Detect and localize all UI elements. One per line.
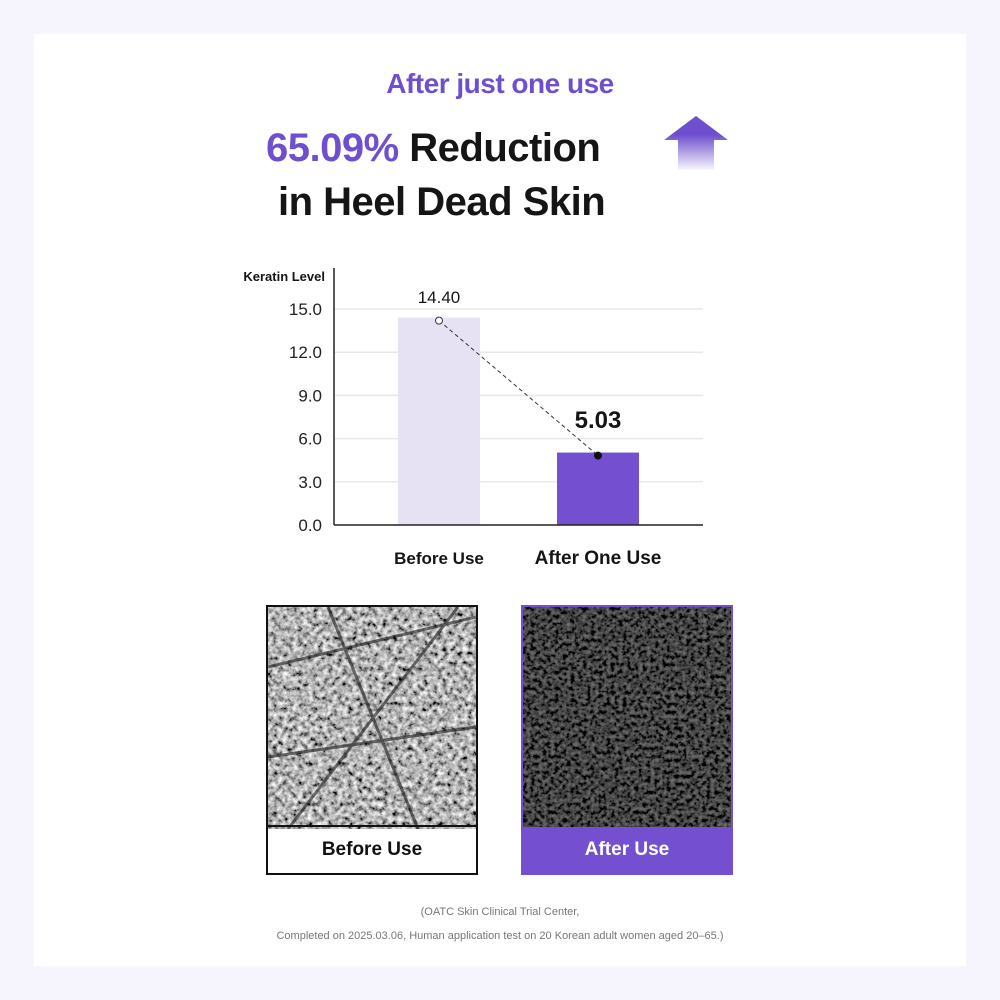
x-category-label: Before Use xyxy=(394,549,484,568)
headline-percent: 65.09% xyxy=(266,126,399,170)
marker-before xyxy=(435,316,443,325)
headline-text: Reduction xyxy=(409,126,601,170)
footnote-line2: Completed on 2025.03.06, Human applicati… xyxy=(276,930,724,942)
content-card xyxy=(34,34,966,966)
y-tick-label: 6.0 xyxy=(298,430,322,449)
up-arrow-icon xyxy=(664,116,728,170)
data-label: 14.40 xyxy=(418,288,461,307)
x-category-label: After One Use xyxy=(535,548,662,569)
y-tick-label: 3.0 xyxy=(298,473,322,492)
before-photo-label: Before Use xyxy=(268,825,476,873)
data-label: 5.03 xyxy=(575,407,622,434)
headline-line2: in Heel Dead Skin xyxy=(278,180,606,224)
bar-before xyxy=(398,317,480,525)
after-photo: After Use xyxy=(521,605,733,875)
y-tick-label: 12.0 xyxy=(289,343,322,362)
after-skin-image xyxy=(523,607,731,829)
bar-chart: Keratin Level 0.0 3.0 6.0 9.0 12.0 15.0 14.40… xyxy=(243,268,703,569)
y-axis-label: Keratin Level xyxy=(243,269,325,284)
y-tick-label: 9.0 xyxy=(298,386,322,405)
after-photo-label: After Use xyxy=(523,827,731,873)
marker-after xyxy=(594,451,602,460)
before-skin-image xyxy=(268,607,476,829)
before-photo: Before Use xyxy=(266,605,478,875)
subtitle: After just one use xyxy=(386,68,614,99)
bar-after xyxy=(557,452,639,525)
y-tick-label: 0.0 xyxy=(298,516,322,535)
y-tick-label: 15.0 xyxy=(289,300,322,319)
headline: 65.09% Reduction xyxy=(266,126,601,171)
footnote-line1: (OATC Skin Clinical Trial Center, xyxy=(420,906,580,918)
